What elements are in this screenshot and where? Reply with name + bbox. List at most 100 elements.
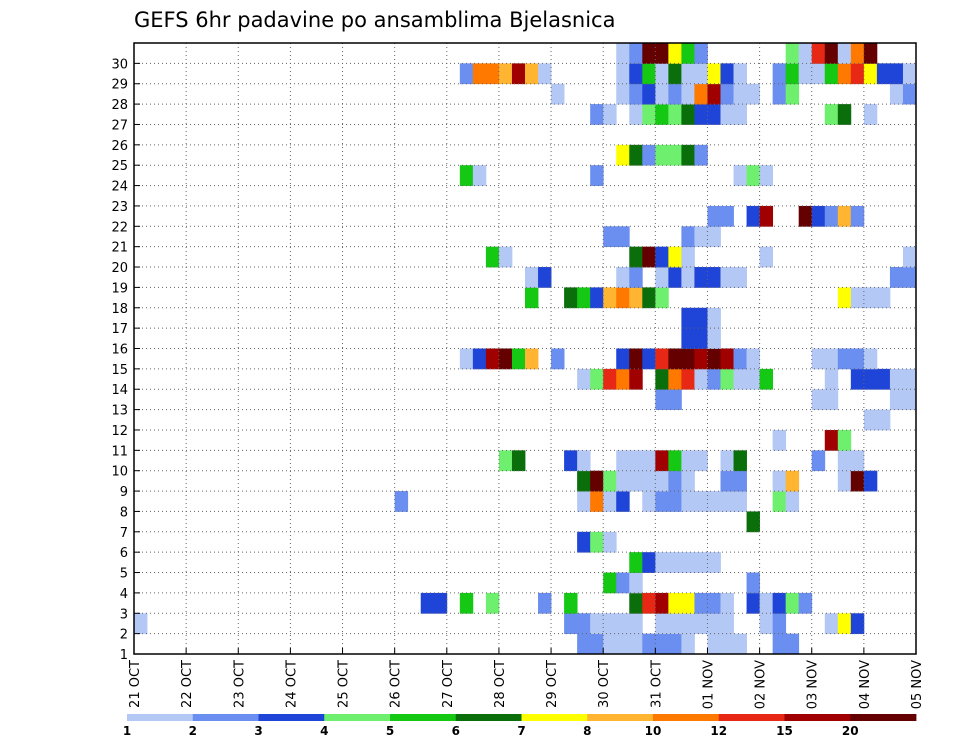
heatmap-cell: [720, 491, 734, 512]
heatmap-cell: [629, 104, 643, 125]
heatmap-cell: [772, 613, 787, 635]
heatmap-cell: [902, 63, 917, 85]
heatmap-cell: [629, 43, 643, 64]
heatmap-cell: [525, 287, 539, 309]
heatmap-cell: [720, 470, 734, 492]
legend-color-swatch: [521, 714, 588, 721]
heatmap-cell: [668, 246, 682, 268]
heatmap-cell: [694, 491, 708, 512]
x-tick-labels: 21 OCT 22 OCT 23 OCT 24 OCT 25 OCT 26 OCT 27 O…: [128, 648, 925, 709]
heatmap-cell: [733, 83, 747, 105]
heatmap-cell: [707, 368, 721, 390]
heatmap-cell: [655, 389, 669, 410]
heatmap-cell: [772, 633, 787, 655]
legend-label: 5: [386, 724, 394, 738]
heatmap-cell: [720, 83, 734, 105]
heatmap-cell: [720, 104, 734, 125]
heatmap-cell: [577, 531, 591, 553]
heatmap-cell: [824, 348, 839, 370]
heatmap-cell: [681, 368, 695, 390]
heatmap-cell: [759, 592, 774, 614]
heatmap-cell: [655, 246, 669, 268]
heatmap-cell: [655, 63, 669, 85]
heatmap-cell: [629, 246, 643, 268]
heatmap-cell: [824, 613, 839, 635]
heatmap-cell: [798, 205, 813, 227]
heatmap-cell: [824, 429, 839, 451]
heatmap-cell: [772, 470, 787, 492]
heatmap-cell: [811, 43, 826, 64]
heatmap-cell: [720, 613, 734, 635]
heatmap-cell: [694, 83, 708, 105]
heatmap-cell: [668, 63, 682, 85]
heatmap-cell: [577, 613, 591, 635]
heatmap-cell: [798, 63, 813, 85]
y-tick-label: 15: [111, 363, 128, 378]
heatmap-cell: [785, 43, 800, 64]
heatmap-cell: [837, 205, 852, 227]
heatmap-cell: [681, 267, 695, 288]
legend-label: 10: [645, 724, 662, 738]
heatmap-cell: [655, 633, 669, 655]
y-tick-label: 16: [111, 343, 128, 358]
legend-label: 8: [583, 724, 591, 738]
heatmap-cell: [707, 307, 721, 329]
y-tick-label: 8: [120, 505, 128, 520]
heatmap-cell: [564, 450, 578, 472]
heatmap-cell: [707, 226, 721, 248]
heatmap-cell: [850, 348, 865, 370]
legend-color-swatch: [258, 714, 325, 721]
heatmap-cell: [394, 491, 409, 512]
heatmap-cell: [616, 368, 630, 390]
heatmap-cell: [837, 104, 852, 125]
heatmap-cell: [785, 470, 800, 492]
heatmap-cell: [668, 104, 682, 125]
legend-color-swatch: [192, 714, 259, 721]
heatmap-cell: [694, 307, 708, 329]
y-tick-label: 29: [111, 78, 128, 93]
heatmap-cell: [772, 83, 787, 105]
heatmap-cell: [681, 104, 695, 125]
y-tick-label: 3: [120, 607, 128, 622]
heatmap-cell: [759, 205, 774, 227]
heatmap-cell: [681, 450, 695, 472]
heatmap-cell: [590, 613, 604, 635]
heatmap-cell: [824, 63, 839, 85]
heatmap-cell: [668, 348, 682, 370]
heatmap-cell: [694, 552, 708, 573]
heatmap-cell: [889, 267, 904, 288]
heatmap-cell: [603, 572, 617, 594]
heatmap-cell: [642, 633, 656, 655]
heatmap-cell: [759, 165, 774, 186]
heatmap-cell: [850, 43, 865, 64]
heatmap-cell: [642, 287, 656, 309]
chart-title: GEFS 6hr padavine po ansamblima Bjelasni…: [134, 8, 615, 32]
heatmap-cell: [733, 348, 747, 370]
heatmap-cell: [642, 470, 656, 492]
heatmap-cell: [525, 267, 539, 288]
heatmap-cell: [694, 104, 708, 125]
y-tick-label: 13: [111, 404, 128, 419]
heatmap-cell: [616, 83, 630, 105]
heatmap-cell: [681, 552, 695, 573]
heatmap-cell: [603, 368, 617, 390]
heatmap-cell: [694, 592, 708, 614]
heatmap-cell: [733, 470, 747, 492]
heatmap-cell: [707, 348, 721, 370]
heatmap-cell: [564, 613, 578, 635]
heatmap-cell: [655, 552, 669, 573]
y-tick-label: 11: [111, 444, 128, 459]
heatmap-cell: [850, 63, 865, 85]
heatmap-cell: [655, 43, 669, 64]
heatmap-cell: [459, 592, 474, 614]
heatmap-cell: [811, 348, 826, 370]
heatmap-cell: [655, 450, 669, 472]
heatmap-cell: [590, 470, 604, 492]
heatmap-cell: [577, 470, 591, 492]
heatmap-cell: [707, 328, 721, 349]
heatmap-cell: [772, 429, 787, 451]
heatmap-cell: [616, 226, 630, 248]
heatmap-cell: [746, 205, 760, 227]
heatmap-cell: [811, 205, 826, 227]
heatmap-cell: [681, 348, 695, 370]
